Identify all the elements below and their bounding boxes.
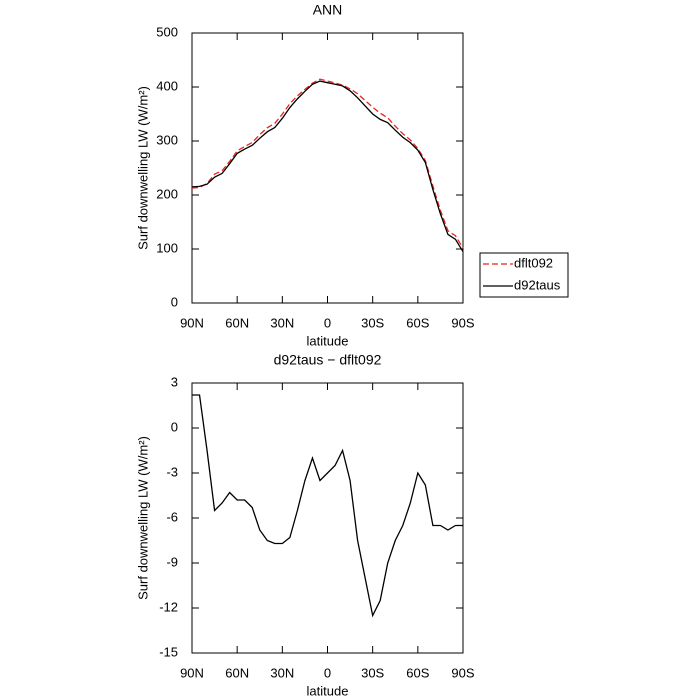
x-axis-label: latitude xyxy=(307,683,349,698)
y-tick-label: 0 xyxy=(171,294,178,309)
y-tick-label: 3 xyxy=(171,374,178,389)
legend-box xyxy=(479,252,569,298)
x-tick-label: 60N xyxy=(225,315,249,330)
y-tick-label: 500 xyxy=(156,24,178,39)
x-tick-label: 0 xyxy=(324,315,331,330)
y-tick-label: -12 xyxy=(159,599,178,614)
x-tick-label: 90N xyxy=(180,665,204,680)
x-tick-label: 60N xyxy=(225,665,249,680)
x-tick-label: 30N xyxy=(270,315,294,330)
y-tick-label: -15 xyxy=(159,644,178,659)
x-tick-label: 90S xyxy=(451,315,474,330)
x-axis-label: latitude xyxy=(307,333,349,348)
x-tick-label: 30S xyxy=(361,315,384,330)
legend-label: dflt092 xyxy=(514,255,553,270)
y-tick-label: 0 xyxy=(171,419,178,434)
data-line xyxy=(191,80,464,253)
data-line xyxy=(192,394,463,618)
y-tick-label: -9 xyxy=(166,554,178,569)
x-tick-label: 90N xyxy=(180,315,204,330)
y-tick-label: -3 xyxy=(166,464,178,479)
chart-title: d92taus − dflt092 xyxy=(274,352,382,368)
legend-label: d92taus xyxy=(514,277,561,292)
y-axis-label: Surf downwelling LW (W/m²) xyxy=(135,436,150,600)
y-tick-label: 400 xyxy=(156,78,178,93)
data-line xyxy=(191,78,464,249)
plot-frame xyxy=(191,382,464,654)
y-tick-label: -6 xyxy=(166,509,178,524)
x-tick-label: 30S xyxy=(361,665,384,680)
x-tick-label: 60S xyxy=(406,315,429,330)
chart-title: ANN xyxy=(313,2,343,18)
y-axis-label: Surf downwelling LW (W/m²) xyxy=(135,86,150,250)
y-tick-label: 200 xyxy=(156,186,178,201)
x-tick-label: 60S xyxy=(406,665,429,680)
x-tick-label: 30N xyxy=(270,665,294,680)
x-tick-label: 90S xyxy=(451,665,474,680)
x-tick-label: 0 xyxy=(324,665,331,680)
y-tick-label: 300 xyxy=(156,132,178,147)
plot-frame xyxy=(191,32,464,304)
y-tick-label: 100 xyxy=(156,240,178,255)
